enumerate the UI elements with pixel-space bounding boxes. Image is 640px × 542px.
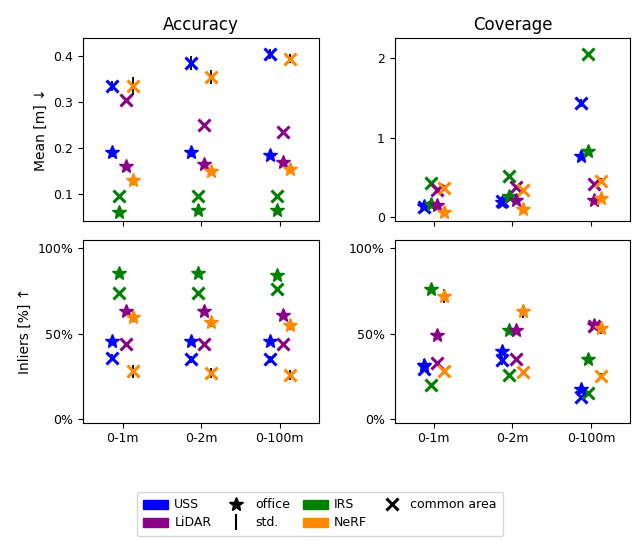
Legend: USS, LiDAR, office, std., IRS, NeRF, common area, : USS, LiDAR, office, std., IRS, NeRF, com… [137, 492, 503, 535]
Y-axis label: Mean [m] ↓: Mean [m] ↓ [34, 88, 48, 171]
Y-axis label: Inliers [%] ↑: Inliers [%] ↑ [18, 288, 32, 375]
Title: Coverage: Coverage [473, 16, 552, 34]
Title: Accuracy: Accuracy [163, 16, 239, 34]
